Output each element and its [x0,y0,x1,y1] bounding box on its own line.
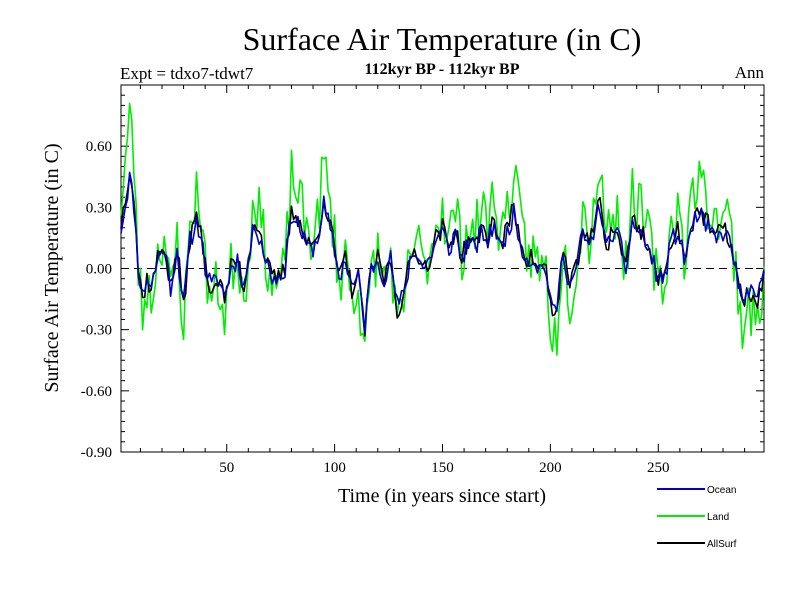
x-tick-label: 100 [323,460,346,476]
season-label: Ann [735,63,765,82]
y-tick-label: -0.60 [81,384,112,400]
y-tick-label: -0.90 [81,445,112,461]
y-tick-label: 0.60 [86,139,112,155]
y-axis-label: Surface Air Temperature (in C) [41,143,63,392]
x-tick-label: 50 [219,460,234,476]
legend-label-land: Land [707,512,729,523]
x-tick-label: 250 [647,460,670,476]
chart-title: Surface Air Temperature (in C) [243,21,642,57]
x-tick-label: 200 [539,460,562,476]
y-tick-label: 0.00 [86,262,112,278]
x-axis-label: Time (in years since start) [338,485,546,507]
x-tick-labels: 50 100 150 200 250 [219,460,669,476]
axis-ticks [121,84,764,453]
series-line-ocean [120,171,765,333]
legend-label-allsurf: AllSurf [707,539,737,550]
experiment-label: Expt = tdxo7-tdwt7 [120,64,254,83]
y-tick-label: -0.30 [81,323,112,339]
legend-label-ocean: Ocean [707,485,736,496]
legend: Ocean Land AllSurf [657,485,737,550]
y-tick-labels: -0.90 -0.60 -0.30 0.00 0.30 0.60 [81,139,112,461]
y-tick-label: 0.30 [86,200,112,216]
series-lines [120,102,765,356]
x-tick-label: 150 [431,460,454,476]
plot-area [120,84,765,453]
chart-subtitle: 112kyr BP - 112kyr BP [365,61,520,78]
